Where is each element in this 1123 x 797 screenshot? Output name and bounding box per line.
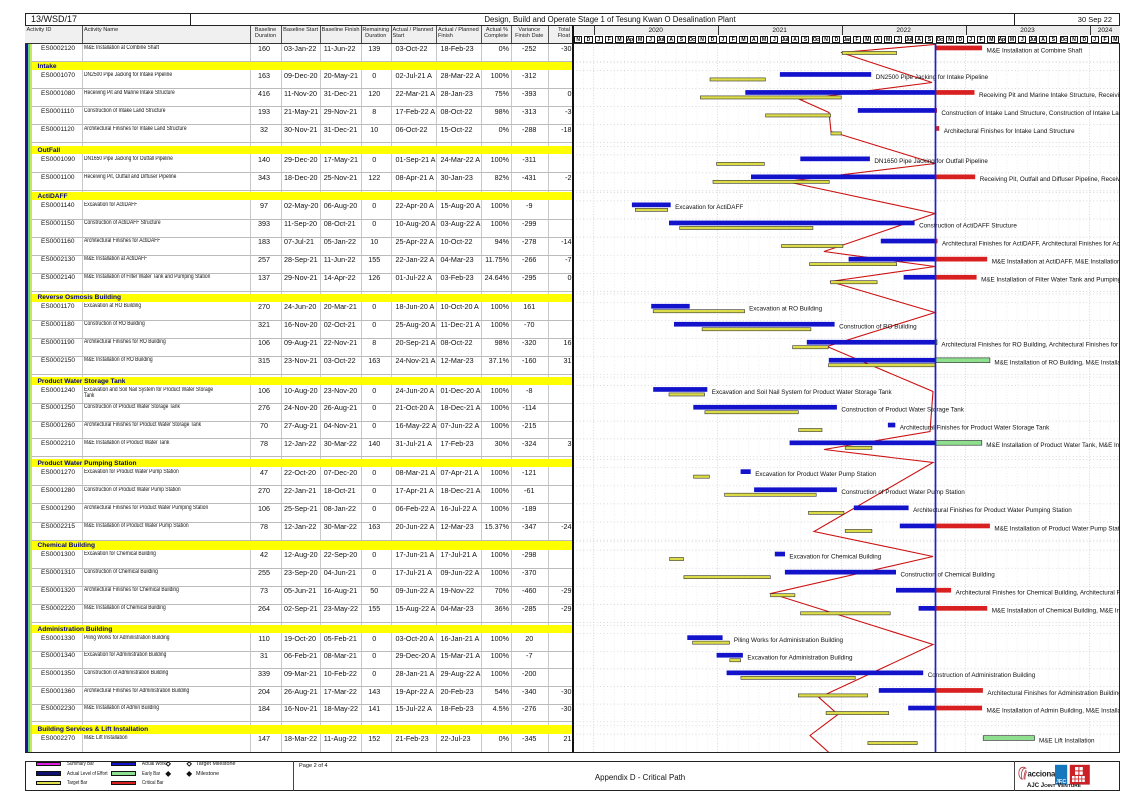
svg-text:Architectural Finishes for Int: Architectural Finishes for Intake Land S…: [944, 127, 1075, 134]
svg-text:Architectural Finishes for Che: Architectural Finishes for Chemical Buil…: [956, 589, 1120, 596]
svg-text:DN1650 Pipe Jacking for Outfal: DN1650 Pipe Jacking for Outfall Pipeline: [874, 158, 988, 165]
svg-text:Architectural Finishes for RO: Architectural Finishes for RO Building, …: [941, 341, 1119, 348]
svg-text:Construction of Product Water: Construction of Product Water Pump Stati…: [841, 489, 965, 496]
svg-text:Construction of RO Building: Construction of RO Building: [839, 323, 917, 330]
svg-text:Construction of ActiDAFF Struc: Construction of ActiDAFF Structure: [919, 222, 1017, 229]
svg-text:Construction of Chemical Build: Construction of Chemical Building: [900, 571, 995, 578]
svg-text:Architectural Finishes for Pro: Architectural Finishes for Product Water…: [900, 424, 1050, 431]
svg-text:M&E Installation of Product Wa: M&E Installation of Product Water Pump S…: [994, 525, 1119, 532]
svg-text:Excavation for Administration: Excavation for Administration Building: [747, 654, 853, 661]
svg-text:M&E Installation at ActiDAFF,: M&E Installation at ActiDAFF, M&E Instal…: [992, 258, 1120, 265]
svg-text:DN2500 Pipe Jacking for Intake: DN2500 Pipe Jacking for Intake Pipeline: [876, 73, 989, 80]
svg-text:M&E Installation of Chemical B: M&E Installation of Chemical Building, M…: [992, 607, 1120, 614]
svg-text:Construction of Intake Land St: Construction of Intake Land Structure, C…: [941, 109, 1119, 116]
svg-text:Excavation at RO Building: Excavation at RO Building: [749, 305, 822, 312]
svg-text:M&E Installation of Admin Buil: M&E Installation of Admin Building, M&E …: [987, 707, 1120, 714]
svg-text:M&E Installation at Combine Sh: M&E Installation at Combine Shaft: [987, 47, 1083, 54]
svg-text:Piling Works for Administratio: Piling Works for Administration Building: [734, 636, 844, 643]
svg-text:M&E Installation of Filter Wat: M&E Installation of Filter Water Tank an…: [981, 276, 1119, 283]
svg-text:Construction of Administration: Construction of Administration Building: [928, 672, 1036, 679]
svg-text:Architectural Finishes for Pro: Architectural Finishes for Product Water…: [913, 507, 1072, 514]
svg-text:Receiving Pit, Outfall and Dif: Receiving Pit, Outfall and Diffuser Pipe…: [980, 176, 1120, 183]
svg-text:Receiving Pit and Marine Intak: Receiving Pit and Marine Intake Structur…: [979, 91, 1120, 98]
svg-text:Excavation for Product Water P: Excavation for Product Water Pump Statio…: [755, 470, 876, 477]
svg-text:Architectural Finishes for Act: Architectural Finishes for ActiDAFF, Arc…: [942, 240, 1120, 247]
svg-text:M&E Installation of Product Wa: M&E Installation of Product Water Tank, …: [986, 442, 1119, 449]
svg-text:M&E Installation of RO Buildin: M&E Installation of RO Building, M&E Ins…: [994, 359, 1119, 366]
svg-text:JEC: JEC: [1056, 779, 1066, 785]
svg-text:acciona: acciona: [1028, 769, 1057, 778]
svg-text:Excavation and Soil Nail Syste: Excavation and Soil Nail System for Prod…: [712, 388, 893, 395]
svg-text:Architectural Finishes for Adm: Architectural Finishes for Administratio…: [987, 689, 1119, 696]
svg-text:M&E Lift Installation: M&E Lift Installation: [1039, 737, 1095, 744]
svg-text:Excavation for Chemical Buildi: Excavation for Chemical Building: [789, 553, 881, 560]
svg-text:Excavation for ActiDAFF: Excavation for ActiDAFF: [675, 204, 743, 211]
svg-text:Construction of Product Water: Construction of Product Water Storage Ta…: [841, 406, 964, 413]
